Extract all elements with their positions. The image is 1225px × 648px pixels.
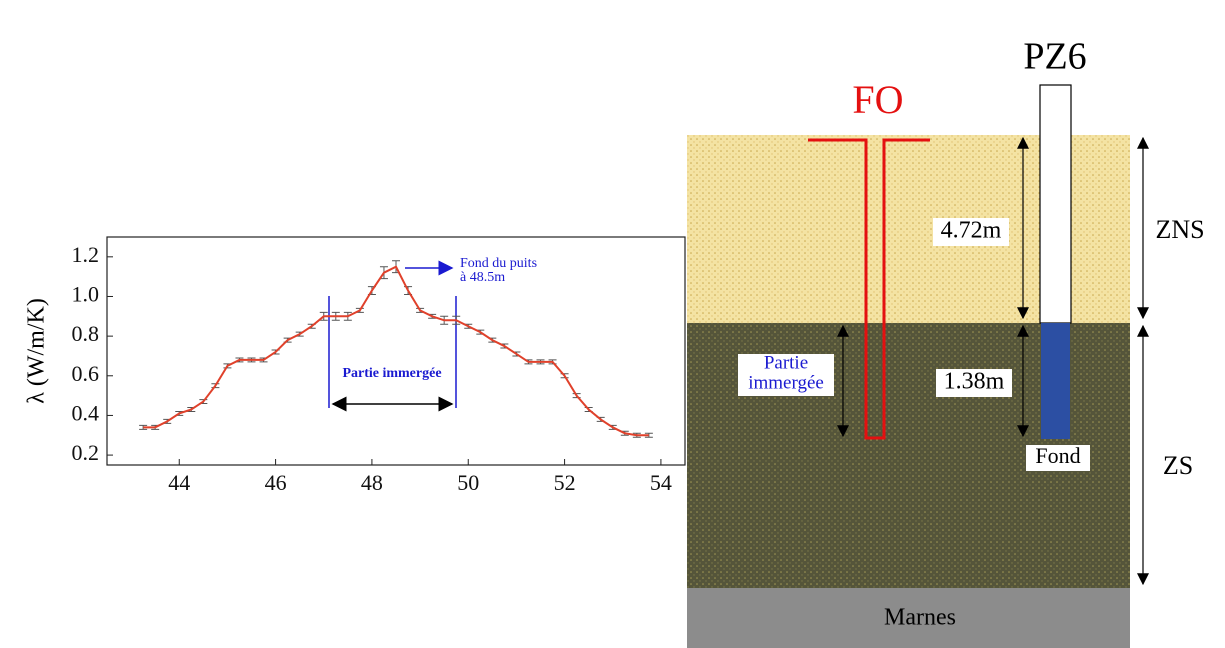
data-line [143, 265, 649, 437]
y-tick-label: 0.2 [72, 440, 100, 465]
y-axis-label: λ (W/m/K) [24, 298, 50, 404]
zone-label: ZNS [1155, 215, 1204, 244]
zone-label: ZS [1163, 451, 1193, 480]
y-tick-label: 0.6 [72, 361, 100, 386]
label-box [738, 354, 834, 396]
label: Partie [764, 352, 808, 373]
annotation: à 48.5m [460, 270, 505, 285]
x-tick-label: 52 [554, 470, 576, 495]
fiber-optic [808, 138, 930, 440]
annotation: Partie immergée [342, 366, 441, 381]
plot-frame [106, 236, 686, 466]
label-box [1026, 445, 1090, 471]
chart: λ (W/m/K) Partie immergée Fond du puits … [24, 236, 686, 495]
depth-label: 4.72m [941, 218, 1002, 244]
depth-label: 1.38m [944, 369, 1005, 395]
y-tick-label: 0.4 [72, 400, 100, 425]
layer-label: Marnes [884, 605, 956, 631]
label: Fond [1035, 443, 1080, 468]
y-tick-label: 0.8 [72, 321, 100, 346]
x-tick-label: 44 [168, 470, 190, 495]
label: immergée [748, 372, 824, 393]
piezometer [1039, 84, 1072, 324]
y-tick-label: 1.2 [72, 242, 100, 267]
x-tick-label: 48 [361, 470, 383, 495]
label-box [936, 369, 1012, 397]
x-tick-label: 50 [457, 470, 479, 495]
x-tick-label: 54 [650, 470, 672, 495]
marl-layer [687, 588, 1130, 648]
x-tick-label: 46 [265, 470, 287, 495]
annotation: Fond du puits [460, 256, 537, 271]
label: PZ6 [1023, 36, 1086, 78]
label-box [933, 218, 1009, 246]
diagram: Marnes PZ6 FO 4.72m 1.38m Partie immergé… [687, 36, 1205, 648]
y-tick-label: 1.0 [72, 282, 100, 307]
piezometer-water [1041, 323, 1070, 439]
label: FO [852, 77, 903, 122]
